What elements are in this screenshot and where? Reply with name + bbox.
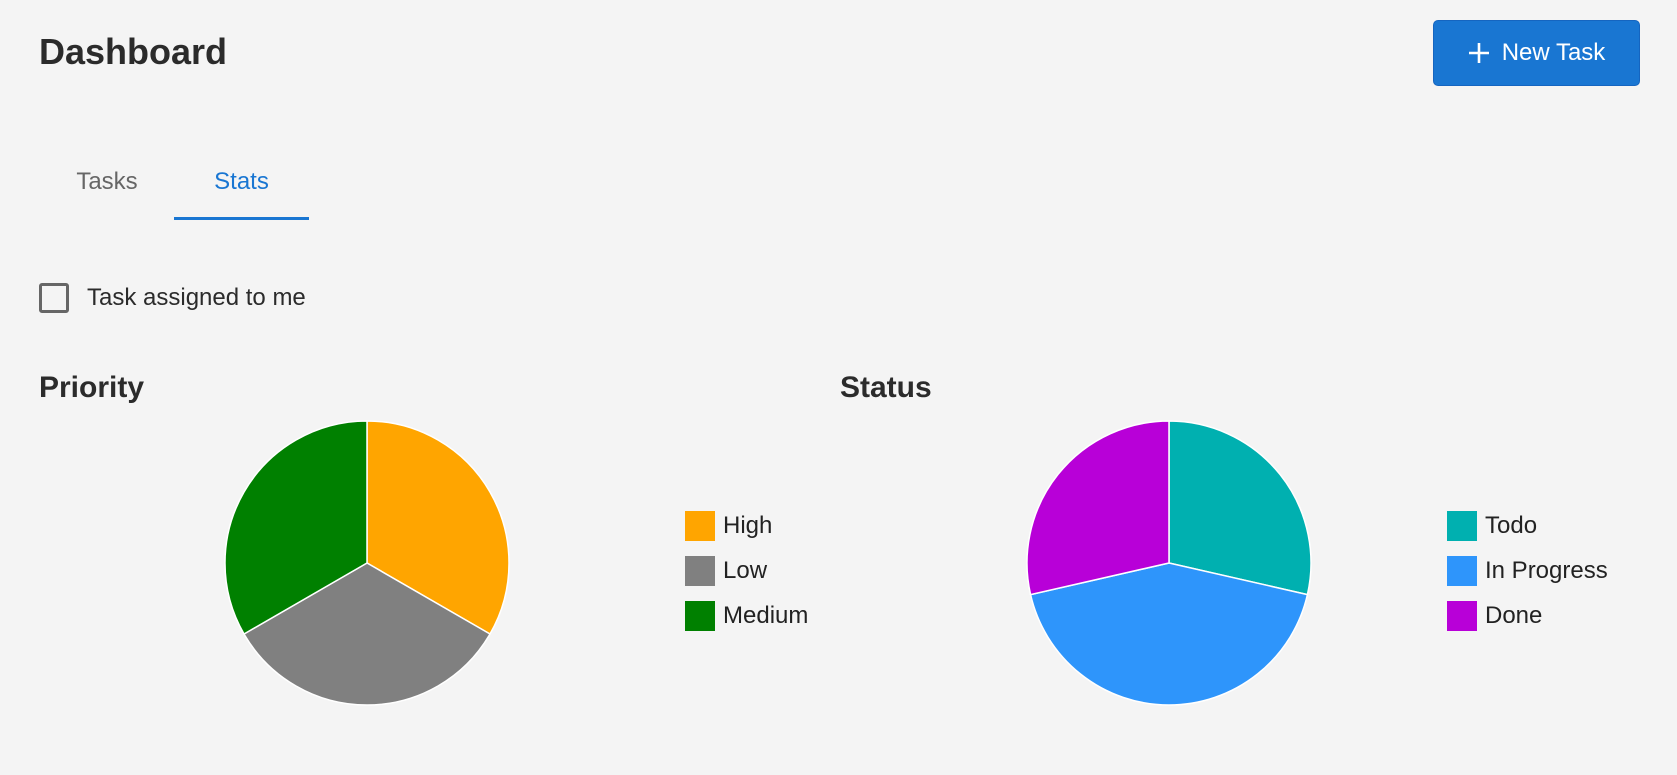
legend-item-in-progress: In Progress [1447, 548, 1608, 593]
priority-chart-title: Priority [39, 371, 145, 404]
pie-slice-high [366, 420, 510, 636]
pie-slice-medium [224, 420, 368, 636]
legend-swatch [1447, 510, 1477, 541]
legend-item-low: Low [685, 548, 808, 593]
legend-swatch [1447, 555, 1477, 586]
legend-swatch [685, 510, 715, 541]
status-legend: Todo In Progress Done [1447, 503, 1608, 638]
legend-label: Medium [723, 601, 809, 629]
legend-swatch [685, 600, 715, 631]
new-task-label: New Task [1501, 39, 1606, 66]
pie-slice-in-progress [1029, 562, 1309, 706]
legend-item-high: High [685, 503, 808, 548]
tab-tasks[interactable]: Tasks [76, 168, 138, 195]
priority-pie-chart [224, 420, 510, 706]
tab-stats[interactable]: Stats [174, 155, 309, 220]
pie-slice-todo [1168, 420, 1312, 596]
legend-item-done: Done [1447, 593, 1608, 638]
assigned-to-me-checkbox[interactable] [39, 283, 69, 313]
legend-label: Todo [1485, 511, 1538, 539]
legend-label: High [723, 511, 773, 539]
legend-label: Low [723, 556, 768, 584]
legend-swatch [685, 555, 715, 586]
legend-label: In Progress [1485, 556, 1608, 584]
pie-slice-done [1026, 420, 1170, 596]
plus-icon [1468, 42, 1490, 64]
assigned-to-me-label: Task assigned to me [87, 284, 306, 311]
page-title: Dashboard [39, 31, 228, 72]
legend-item-medium: Medium [685, 593, 808, 638]
assigned-to-me-filter[interactable]: Task assigned to me [39, 283, 306, 313]
legend-swatch [1447, 600, 1477, 631]
legend-item-todo: Todo [1447, 503, 1608, 548]
new-task-button[interactable]: New Task [1433, 20, 1640, 86]
status-pie-chart [1026, 420, 1312, 706]
legend-label: Done [1485, 601, 1543, 629]
priority-legend: High Low Medium [685, 503, 808, 638]
status-chart-title: Status [840, 371, 932, 404]
